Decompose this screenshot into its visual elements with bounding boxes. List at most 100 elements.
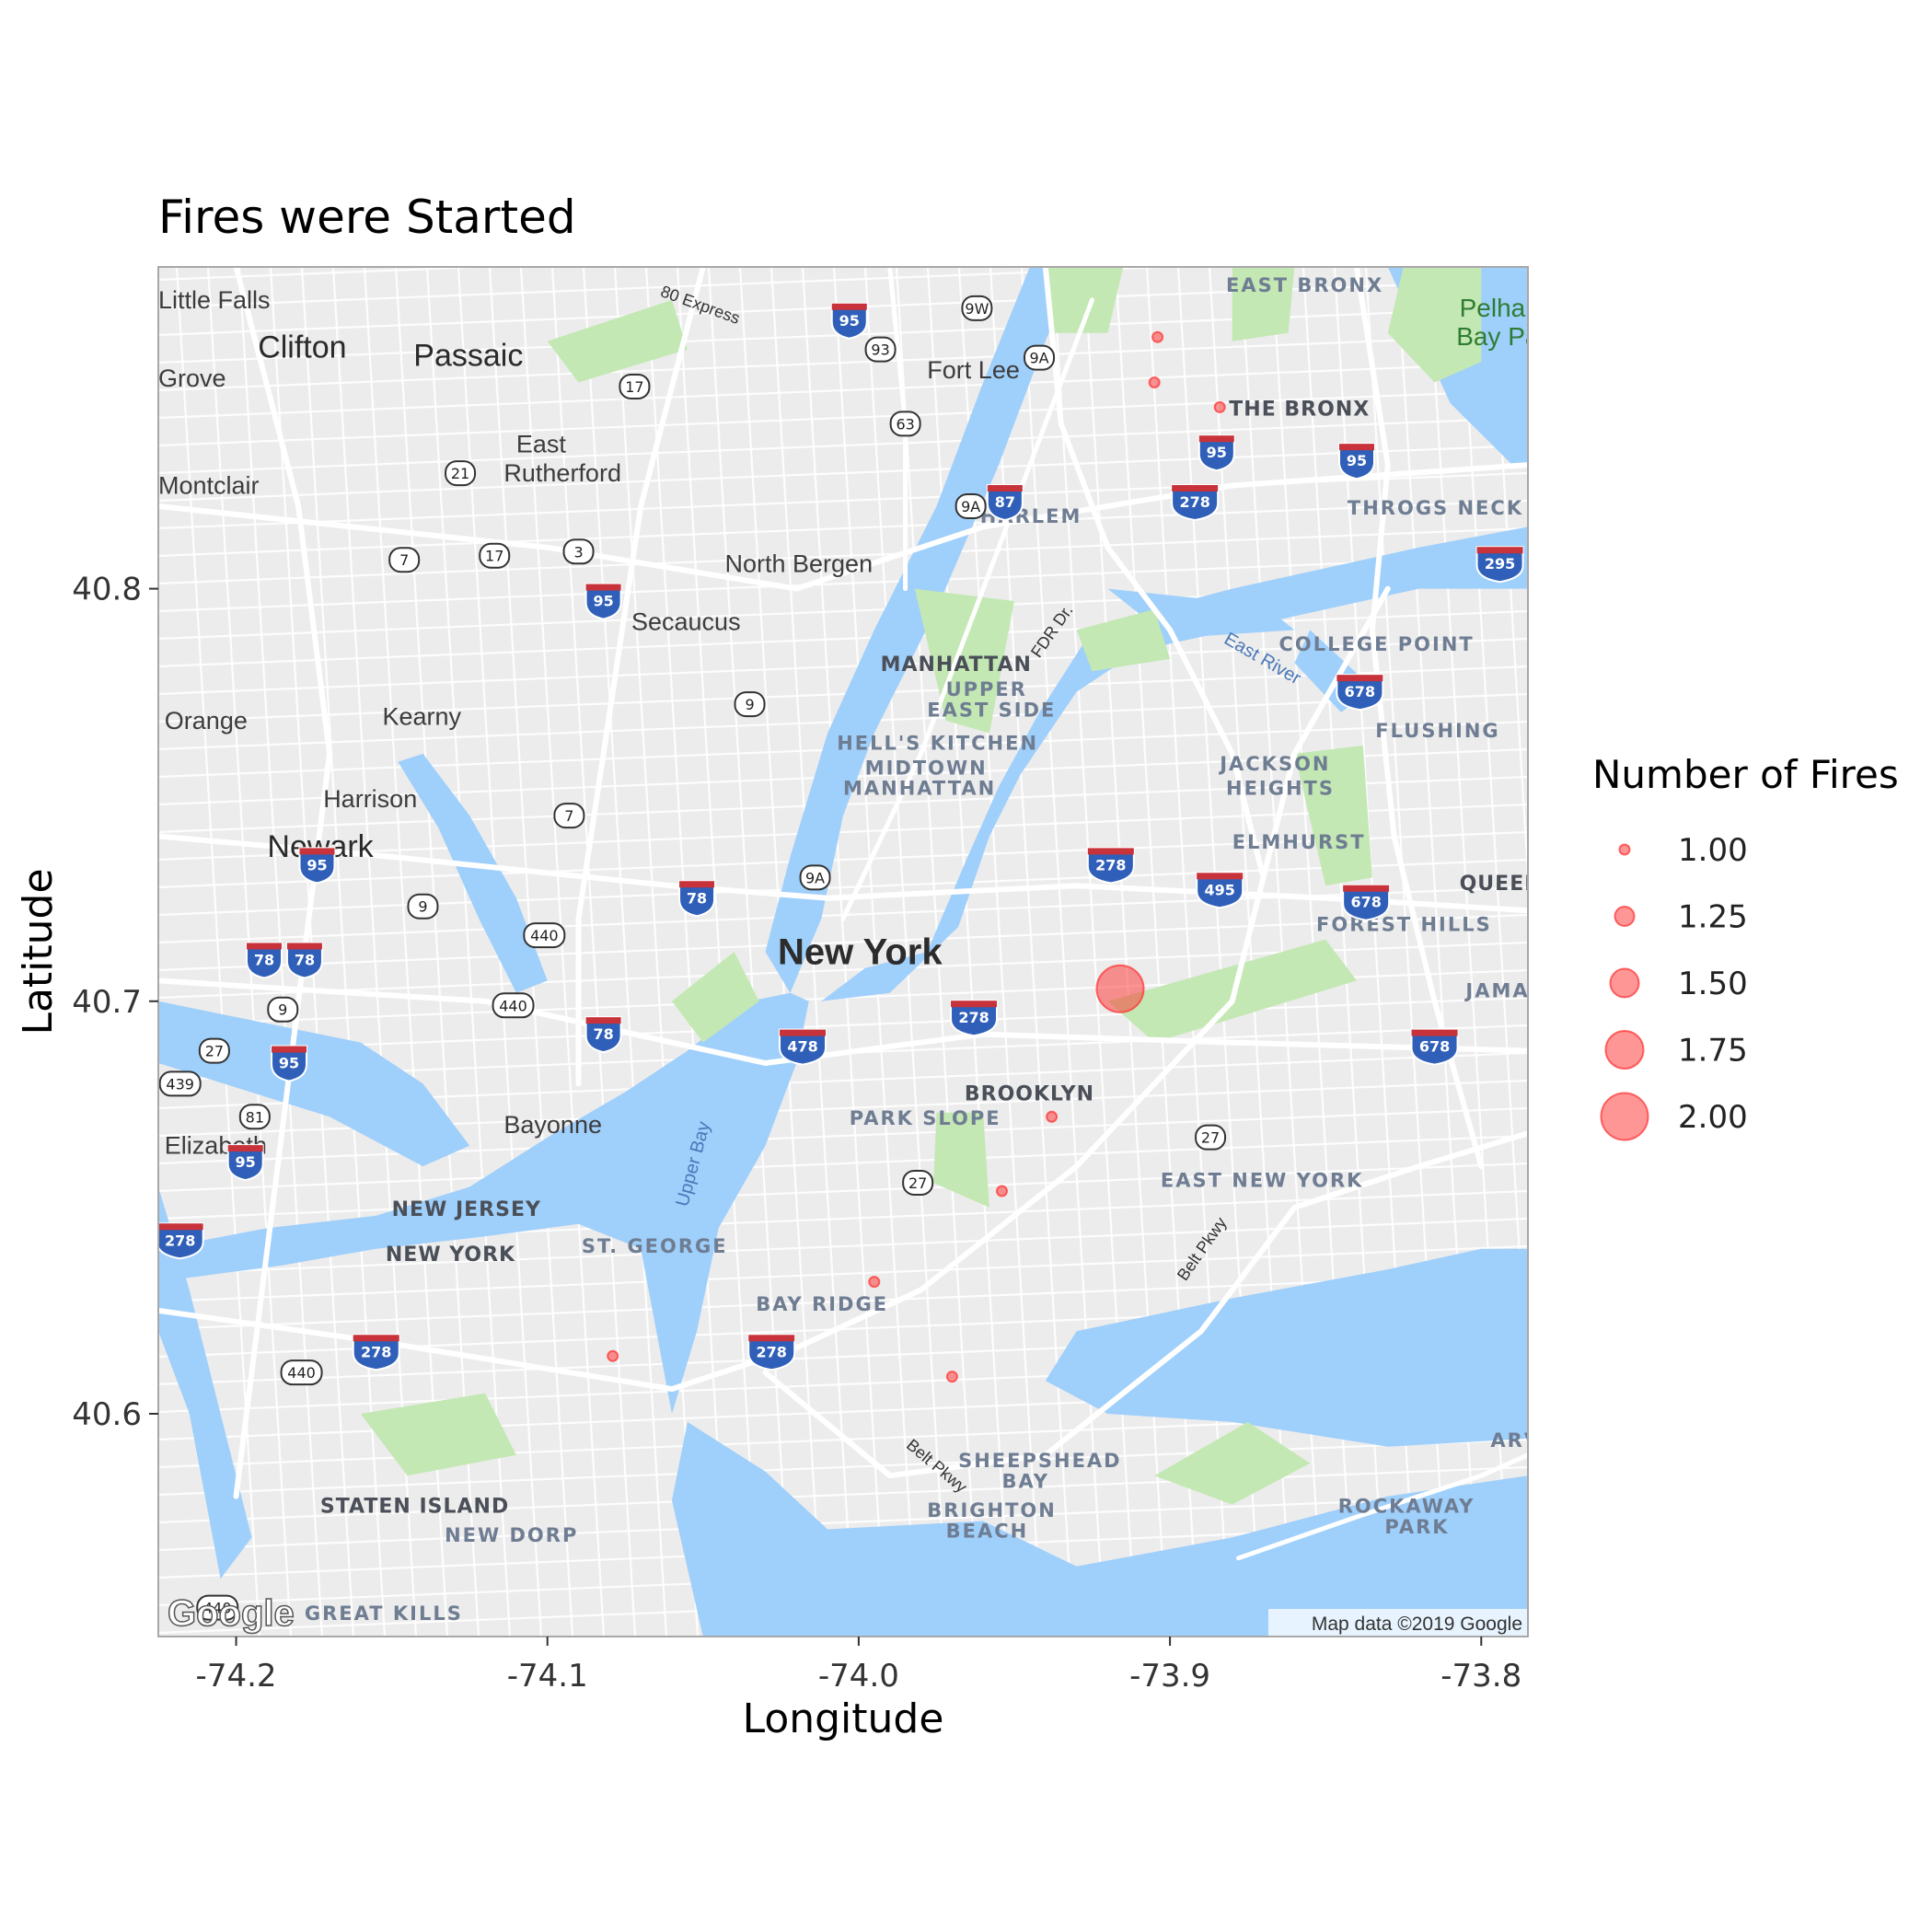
interstate-shield-icon: 78 — [285, 942, 323, 979]
route-number: 440 — [530, 927, 559, 944]
interstate-shield-icon: 278 — [950, 1000, 999, 1037]
minor-road — [158, 388, 1528, 447]
route-number: 81 — [246, 1108, 264, 1126]
interstate-shield-band — [1172, 484, 1219, 492]
bronx-park — [1232, 267, 1295, 341]
route-shield-shape — [280, 1359, 323, 1386]
route-shield-icon: 7 — [388, 547, 421, 573]
minor-road — [1521, 267, 1528, 376]
route-shield-icon: 9A — [799, 864, 831, 891]
interstate-number: 278 — [361, 1343, 391, 1360]
interstate-shield-icon: 278 — [747, 1334, 796, 1371]
route-number: 7 — [564, 807, 573, 825]
interstate-shield-band — [585, 1017, 621, 1024]
jamaica-bay — [1045, 1248, 1528, 1447]
hood-label: FOREST HILLS — [1316, 914, 1492, 936]
route-shield-icon: 9W — [961, 295, 993, 321]
basemap: Little Falls Clifton Passaic Grove Montclair… — [158, 267, 1528, 1637]
minor-road — [613, 267, 700, 1637]
route-shield-shape — [238, 1104, 271, 1130]
fire-point — [1046, 1110, 1059, 1123]
belt-parkway — [762, 1130, 1528, 1479]
interstate-shield-shape — [584, 1016, 622, 1054]
interstate-shield-icon: 95 — [1338, 443, 1375, 480]
hood-label: ELMHURST — [1232, 831, 1366, 853]
interstate-shield-band — [299, 848, 335, 855]
hood-label: THE BRONX — [1229, 398, 1370, 421]
place-label: Fort Lee — [927, 356, 1020, 384]
interstate-shield-icon: 95 — [830, 302, 868, 340]
route-shield-shape — [734, 691, 766, 718]
minor-road — [1020, 267, 1106, 1637]
place-label: Grove — [158, 364, 226, 392]
route-shield-shape — [799, 864, 831, 891]
route-shield-icon: 27 — [1195, 1124, 1227, 1151]
route-shield-shape — [158, 1070, 202, 1097]
minor-road — [158, 1162, 1528, 1221]
interstate-shield-band — [748, 1335, 795, 1342]
fire-points — [607, 330, 1226, 1383]
highway — [158, 978, 1528, 1066]
interstate-shield-band — [1411, 1029, 1458, 1036]
route-number: 440 — [203, 1600, 232, 1617]
hood-label: NEW DORP — [445, 1524, 578, 1546]
route-shield-icon: 440 — [280, 1359, 323, 1386]
y-tick-label: 40.6 — [72, 1396, 142, 1433]
place-label: Harrison — [323, 785, 417, 813]
hood-label: ROCKAWAY — [1338, 1496, 1475, 1518]
legend-key — [1609, 967, 1640, 999]
hudson-river — [765, 267, 1077, 993]
interstate-shield-icon: 278 — [1086, 847, 1135, 885]
major-roads — [158, 267, 1528, 1561]
interstate-number: 478 — [787, 1038, 817, 1056]
x-tick-label: -73.9 — [1129, 1658, 1210, 1695]
interstate-shield-band — [272, 1046, 307, 1053]
interstate-number: 278 — [958, 1009, 989, 1026]
interstate-number: 87 — [995, 493, 1015, 511]
route-shield-shape — [553, 803, 585, 829]
map-panel[interactable]: Little Falls Clifton Passaic Grove Montclair… — [157, 225, 1605, 1637]
fire-point — [996, 1185, 1008, 1197]
x-axis-title: Longitude — [743, 1695, 944, 1742]
route-shield-shape — [1024, 344, 1056, 371]
legend-label: 1.50 — [1678, 966, 1748, 1002]
meadowlands — [547, 299, 688, 383]
interstate-number: 278 — [165, 1232, 195, 1249]
interstate-shield-icon: 295 — [1475, 546, 1524, 584]
interstate-number: 278 — [1179, 493, 1209, 511]
panel-border — [157, 266, 1529, 1637]
minor-road — [425, 267, 512, 1637]
route-shield-shape — [1195, 1124, 1227, 1151]
hood-label: HEIGHTS — [1226, 778, 1335, 800]
interstate-shield-band — [1339, 444, 1374, 451]
y-tick-label: 40.8 — [72, 572, 142, 608]
interstate-shield-icon: 95 — [271, 1045, 308, 1082]
interstate-number: 278 — [757, 1343, 787, 1360]
route-shield-shape — [445, 460, 477, 487]
hood-label: COLLEGE POINT — [1279, 633, 1475, 655]
route-number: 9W — [965, 300, 989, 318]
interstate-shield-band — [1197, 873, 1244, 880]
interstate-shield-icon: 95 — [226, 1144, 264, 1182]
minor-road — [158, 803, 1528, 862]
map-credit: Map data ©2019 Google — [1312, 1614, 1522, 1635]
legend-entries: 1.00 1.25 1.50 1.75 2.00 — [1600, 832, 1748, 1141]
route-shield-shape — [889, 411, 921, 437]
interstate-shield-band — [1198, 435, 1234, 443]
interstate-shield-shape — [1171, 483, 1220, 522]
map-credit-box — [1268, 1609, 1528, 1637]
interstate-number: 95 — [236, 1153, 256, 1171]
interstate-shield-shape — [584, 583, 622, 620]
interstate-number: 78 — [295, 951, 315, 968]
interstate-number: 78 — [687, 889, 707, 907]
route-number: 9A — [805, 869, 825, 886]
central-park — [914, 588, 1014, 734]
interstate-number: 78 — [254, 951, 274, 968]
place-label: North Bergen — [725, 550, 873, 578]
minor-road — [158, 1272, 1528, 1331]
highway — [158, 585, 1391, 1393]
fire-point — [607, 1349, 619, 1362]
minor-road — [158, 858, 1528, 917]
legend-key — [1604, 1030, 1645, 1070]
interstate-shield-icon: 278 — [1171, 483, 1220, 522]
